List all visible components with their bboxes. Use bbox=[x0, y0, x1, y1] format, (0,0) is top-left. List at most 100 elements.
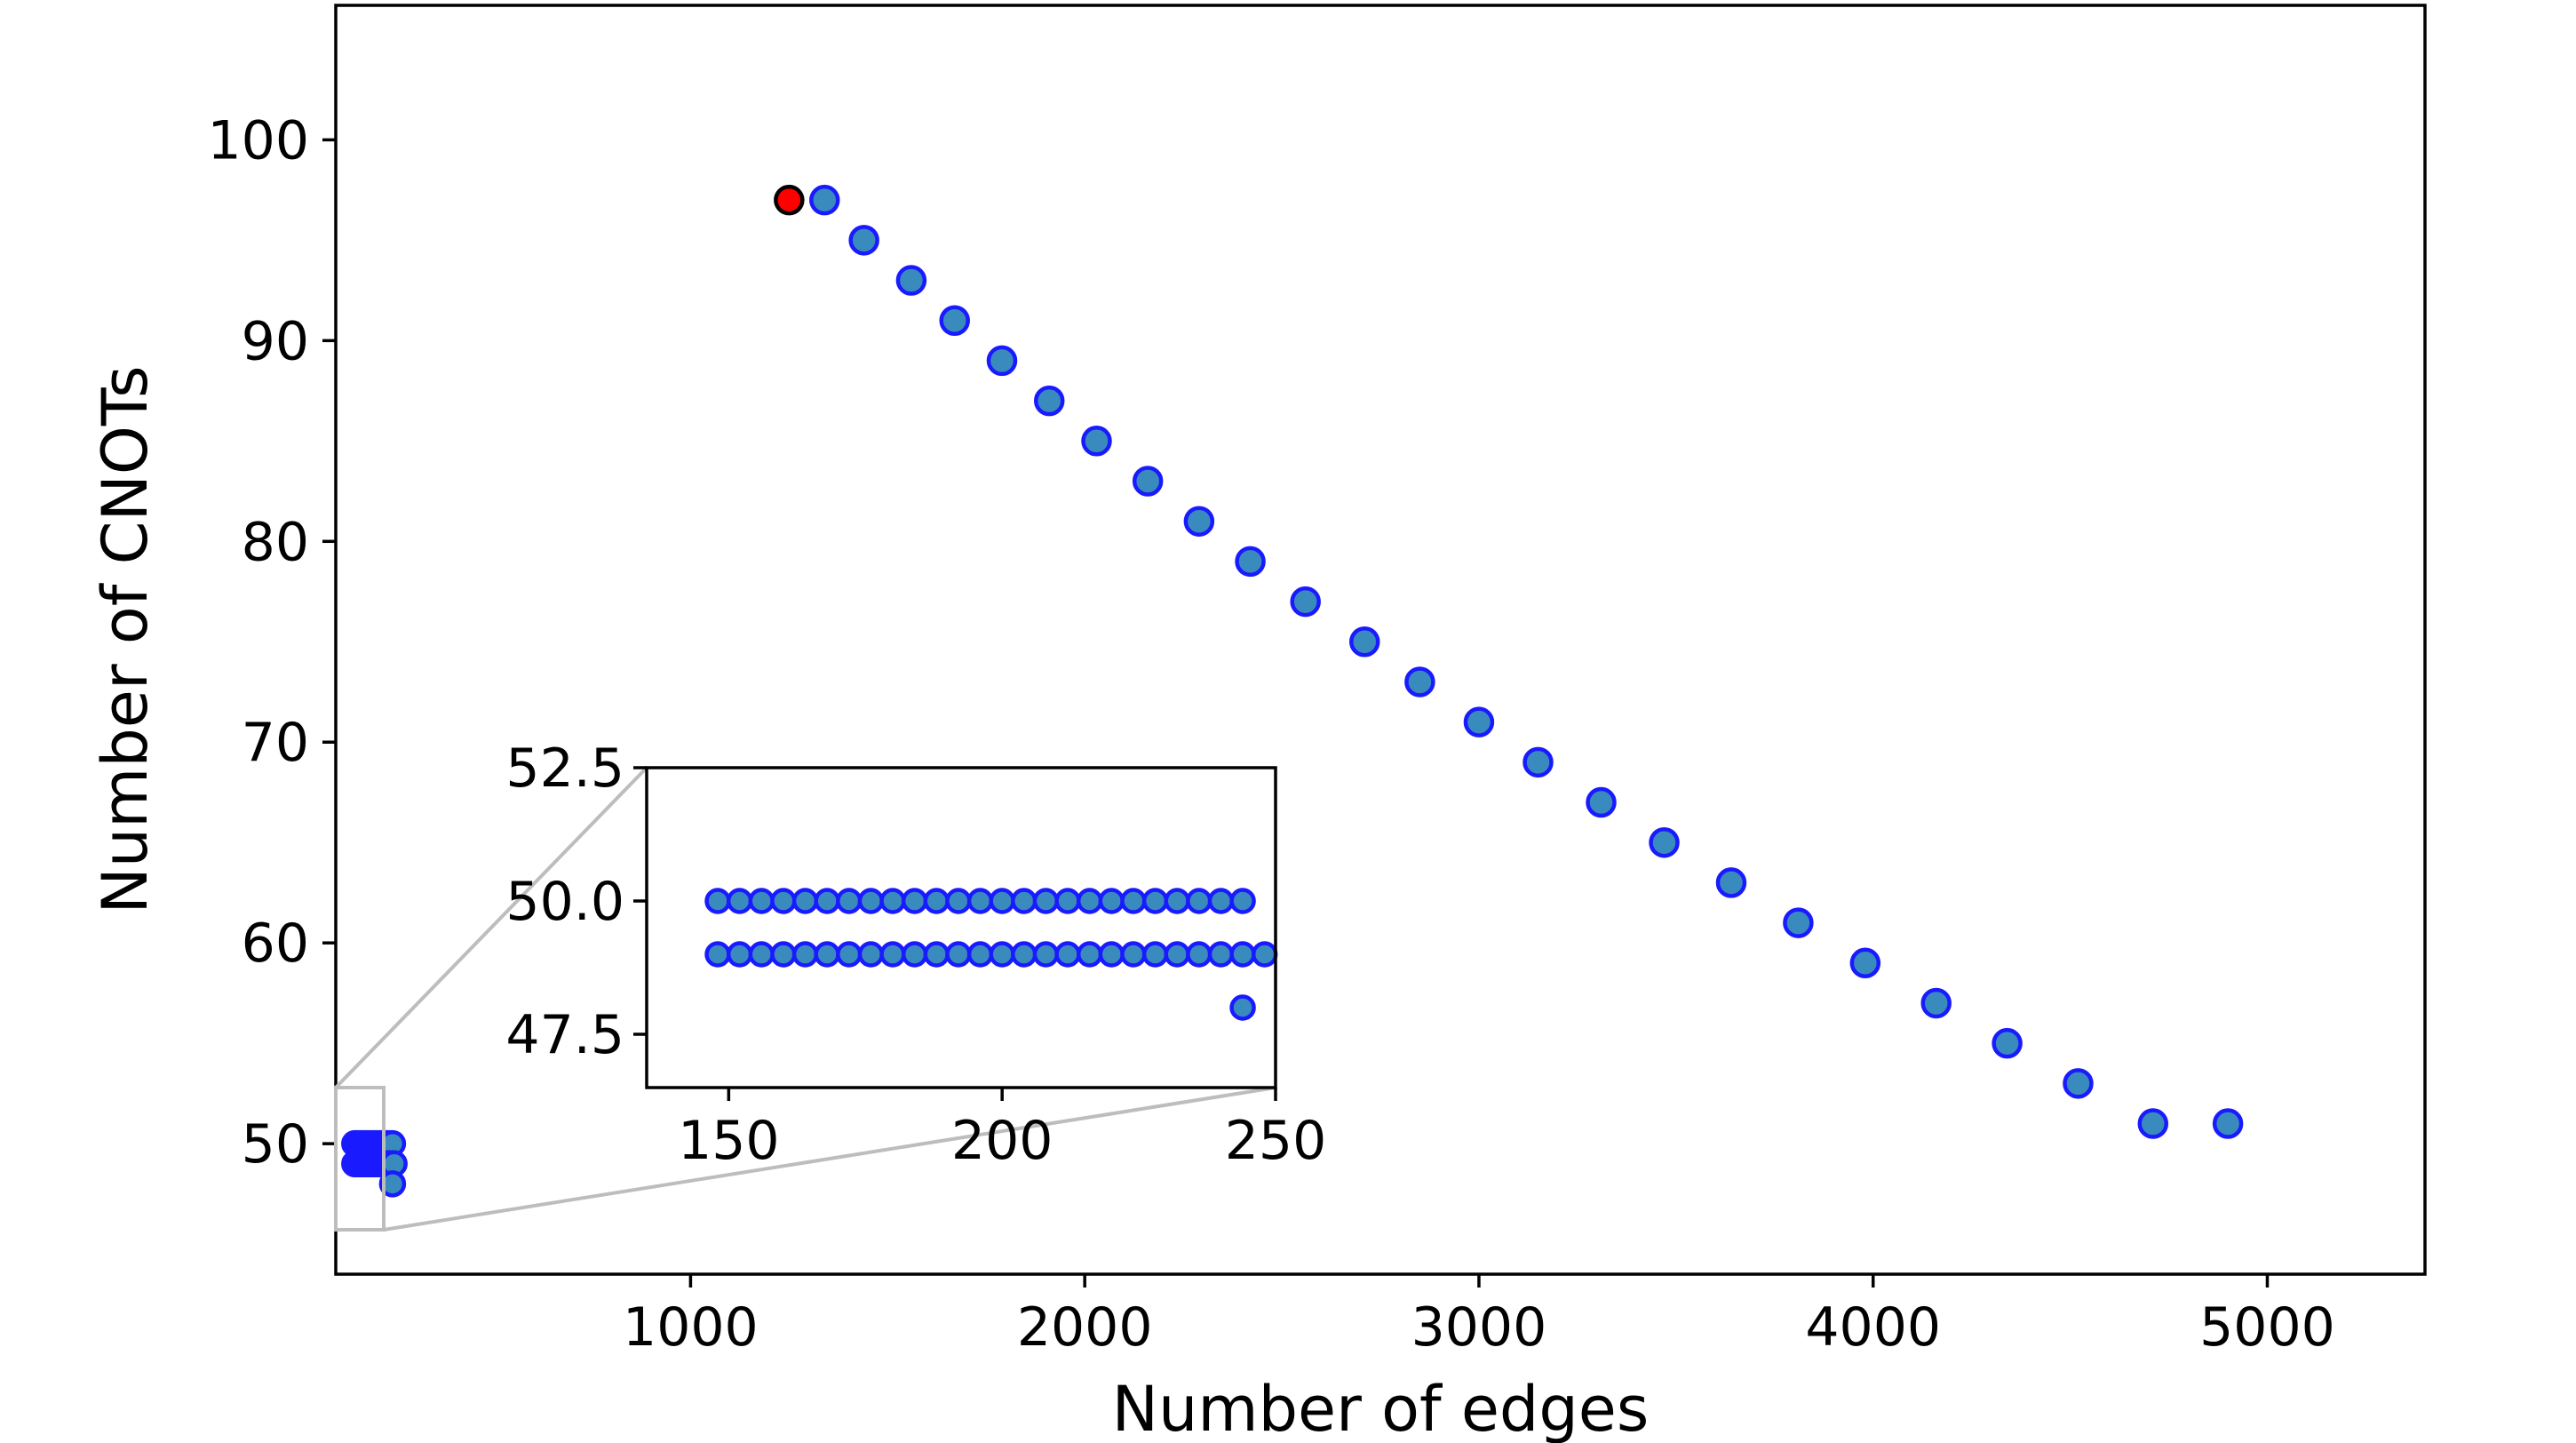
inset-data-point bbox=[966, 941, 994, 968]
inset-data-point bbox=[945, 888, 972, 914]
data-point bbox=[1920, 987, 1952, 1019]
x-tick-label: 4000 bbox=[1805, 1296, 1941, 1359]
inset-data-point bbox=[1120, 888, 1147, 914]
zoom-connector-bottom bbox=[383, 1086, 1276, 1232]
data-point bbox=[1649, 826, 1680, 858]
inset-plot: 150 200 250 47.5 50.0 52.5 bbox=[505, 737, 1326, 1172]
data-point bbox=[895, 265, 927, 296]
inset-data-point bbox=[966, 888, 994, 914]
data-point bbox=[1348, 626, 1380, 658]
data-point bbox=[2212, 1108, 2244, 1139]
inset-data-point bbox=[726, 941, 753, 968]
inset-data-point bbox=[857, 888, 885, 914]
inset-data-point bbox=[1229, 994, 1256, 1021]
inset-data-point bbox=[1229, 888, 1256, 914]
inset-x-tick-label: 150 bbox=[678, 1110, 780, 1172]
inset-data-point bbox=[1054, 941, 1081, 968]
data-point bbox=[1523, 746, 1554, 778]
data-point bbox=[1404, 666, 1435, 698]
data-point bbox=[1586, 786, 1617, 818]
data-point bbox=[1715, 867, 1747, 898]
inset-data-point bbox=[1186, 888, 1212, 914]
x-tick-label: 2000 bbox=[1017, 1296, 1153, 1359]
inset-data-point bbox=[726, 888, 753, 914]
inset-data-point bbox=[836, 941, 863, 968]
inset-data-point bbox=[879, 941, 906, 968]
x-tick-label: 3000 bbox=[1411, 1296, 1547, 1359]
x-axis-title: Number of edges bbox=[1112, 1373, 1650, 1443]
inset-axes: 150 200 250 47.5 50.0 52.5 bbox=[505, 737, 1326, 1172]
inset-data-point bbox=[989, 888, 1015, 914]
data-point bbox=[1183, 506, 1215, 537]
data-point bbox=[1132, 466, 1164, 497]
data-point bbox=[1992, 1027, 2023, 1059]
data-point bbox=[2137, 1108, 2169, 1139]
inset-data-point bbox=[704, 888, 731, 914]
inset-y-tick-label: 52.5 bbox=[505, 737, 624, 800]
y-tick-label: 70 bbox=[242, 712, 309, 774]
inset-data-point bbox=[1032, 888, 1060, 914]
zoom-connector-top bbox=[334, 766, 648, 1089]
data-point bbox=[2063, 1068, 2094, 1099]
inset-data-point bbox=[1076, 941, 1103, 968]
inset-data-point bbox=[1186, 941, 1212, 968]
inset-marks bbox=[704, 888, 1278, 1021]
main-plot-frame bbox=[334, 4, 2427, 1276]
y-tick-label: 60 bbox=[242, 913, 309, 975]
data-point bbox=[848, 225, 879, 256]
inset-data-point bbox=[1032, 941, 1060, 968]
y-tick-label: 100 bbox=[207, 109, 309, 171]
inset-data-point bbox=[1229, 941, 1256, 968]
inset-data-point bbox=[901, 888, 928, 914]
main-marks bbox=[341, 184, 2244, 1198]
data-point bbox=[986, 345, 1018, 377]
inset-x-tick-label: 200 bbox=[951, 1110, 1053, 1172]
inset-x-tick-label: 250 bbox=[1225, 1110, 1327, 1172]
inset-data-point bbox=[814, 888, 840, 914]
data-point bbox=[809, 184, 840, 216]
y-tick-label: 80 bbox=[242, 511, 309, 573]
inset-data-point bbox=[1011, 888, 1038, 914]
inset-data-point bbox=[857, 941, 885, 968]
inset-data-point bbox=[989, 941, 1015, 968]
data-point bbox=[1463, 706, 1495, 737]
inset-data-point bbox=[814, 941, 840, 968]
inset-data-point bbox=[923, 941, 950, 968]
data-point bbox=[1081, 426, 1112, 457]
inset-data-point bbox=[1207, 941, 1235, 968]
x-tick-label: 5000 bbox=[2199, 1296, 2335, 1359]
main-plot: 1000 2000 3000 4000 5000 50 60 70 80 90 100 Number… bbox=[89, 4, 2427, 1443]
inset-data-point bbox=[1164, 941, 1190, 968]
inset-data-point bbox=[791, 888, 819, 914]
inset-data-point bbox=[1098, 941, 1125, 968]
inset-background bbox=[647, 768, 1276, 1088]
inset-data-point bbox=[1141, 888, 1169, 914]
inset-y-tick-label: 47.5 bbox=[505, 1004, 624, 1066]
inset-data-point bbox=[1011, 941, 1038, 968]
inset-data-point bbox=[945, 941, 972, 968]
inset-data-point bbox=[923, 888, 950, 914]
inset-data-point bbox=[1164, 888, 1190, 914]
inset-data-point bbox=[704, 941, 731, 968]
inset-data-point bbox=[901, 941, 928, 968]
inset-data-point bbox=[748, 888, 775, 914]
data-point bbox=[1783, 907, 1814, 938]
inset-data-point bbox=[770, 941, 797, 968]
x-tick-label: 1000 bbox=[623, 1296, 759, 1359]
data-point bbox=[1033, 385, 1065, 417]
inset-data-point bbox=[1120, 941, 1147, 968]
y-tick-label: 50 bbox=[242, 1113, 309, 1176]
inset-data-point bbox=[836, 888, 863, 914]
inset-data-point bbox=[748, 941, 775, 968]
y-tick-label: 90 bbox=[242, 310, 309, 372]
zoom-indicator bbox=[334, 766, 1276, 1232]
highlighted-point bbox=[774, 184, 805, 216]
inset-data-point bbox=[1054, 888, 1081, 914]
data-point bbox=[939, 305, 970, 336]
zoom-region-box bbox=[334, 1086, 386, 1232]
inset-data-point bbox=[791, 941, 819, 968]
inset-data-point bbox=[1098, 888, 1125, 914]
y-axis-title: Number of CNOTs bbox=[89, 365, 162, 913]
data-point bbox=[1235, 546, 1266, 578]
